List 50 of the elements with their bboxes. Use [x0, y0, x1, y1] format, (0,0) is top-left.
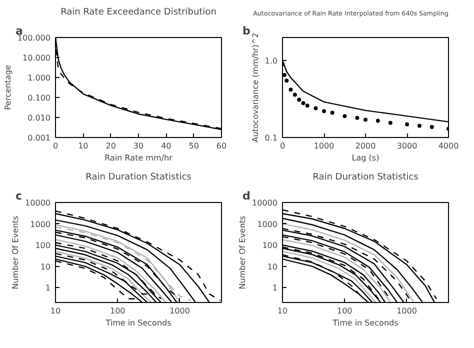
- x-axis-title: Lag (s): [352, 154, 380, 162]
- x-axis-title: Time in Seconds: [332, 318, 398, 328]
- y-tick-label: 10: [40, 262, 51, 272]
- y-axis-title: Percentage: [3, 64, 12, 110]
- x-tick-label: 60: [216, 142, 227, 150]
- y-axis-title: Number Of Events: [238, 216, 248, 290]
- x-tick-label: 1000: [314, 142, 334, 150]
- x-tick-label: 10: [50, 306, 61, 316]
- y-axis-title: Autocovariance (mm/hr)^2: [250, 32, 260, 142]
- y-tick-label: 100.000: [17, 34, 51, 42]
- x-tick-label: 2000: [355, 142, 376, 150]
- x-tick-label: 0: [280, 142, 286, 150]
- x-tick-label: 10: [78, 142, 88, 150]
- y-tick-label: 0.001: [28, 134, 51, 142]
- x-tick-label: 100: [110, 306, 126, 316]
- text: b: [242, 24, 250, 38]
- x-tick-label: 20: [106, 142, 116, 150]
- chart-title: Rain Rate Exceedance Distribution: [60, 8, 216, 18]
- y-tick-label: 0.010: [28, 114, 51, 122]
- x-tick-label: 4000: [438, 142, 459, 150]
- x-axis-title: Time in Seconds: [104, 318, 172, 328]
- x-tick-label: 100: [336, 306, 352, 316]
- y-tick-label: 10000: [252, 198, 278, 208]
- y-tick-label: 10: [267, 262, 278, 272]
- y-tick-label: 1.0: [264, 56, 278, 66]
- x-tick-label: 30: [133, 142, 144, 150]
- y-tick-label: 10000: [25, 198, 51, 208]
- text: d: [242, 190, 250, 202]
- y-axis-title: Number Of Events: [11, 216, 20, 290]
- y-tick-label: 100: [35, 241, 51, 250]
- x-tick-label: 10: [277, 306, 288, 316]
- x-axis-title: Rain Rate mm/hr: [104, 154, 174, 162]
- y-tick-label: 0.100: [28, 94, 51, 102]
- text: c: [16, 190, 22, 202]
- chart-title: Rain Duration Statistics: [312, 172, 419, 182]
- y-tick-label: 1000: [257, 220, 278, 229]
- x-tick-label: 50: [188, 142, 199, 150]
- x-tick-label: 0: [52, 142, 58, 150]
- y-tick-label: 100: [262, 241, 278, 250]
- y-tick-label: 1.000: [28, 74, 51, 82]
- y-tick-label: 0.1: [264, 134, 278, 142]
- chart-title: Rain Duration Statistics: [86, 172, 192, 182]
- x-tick-label: 3000: [396, 142, 418, 150]
- x-tick-label: 40: [161, 142, 172, 150]
- x-tick-label: 1000: [170, 306, 190, 316]
- y-tick-label: 10.000: [22, 54, 51, 62]
- x-tick-label: 1000: [396, 306, 417, 316]
- y-tick-label: 1000: [30, 220, 50, 229]
- y-tick-label: 1: [272, 284, 278, 293]
- y-tick-label: 1: [45, 284, 51, 293]
